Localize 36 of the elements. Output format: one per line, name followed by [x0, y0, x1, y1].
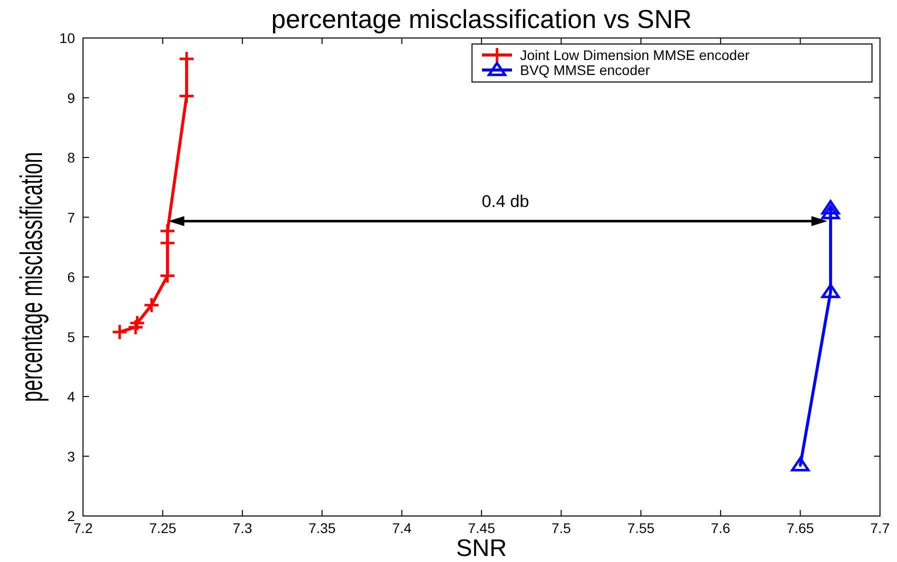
annotation: 0.4 db — [482, 192, 530, 212]
legend-label: BVQ MMSE encoder — [520, 62, 650, 78]
x-tick-label: 7.25 — [149, 520, 177, 536]
y-tick-label: 2 — [67, 508, 76, 524]
y-tick-label: 8 — [67, 150, 76, 166]
x-tick-label: 7.5 — [551, 520, 572, 536]
legend-label: Joint Low Dimension MMSE encoder — [520, 47, 750, 63]
x-tick-label: 7.65 — [786, 520, 814, 536]
point — [178, 50, 195, 68]
x-tick-label: 7.7 — [870, 520, 890, 536]
y-tick-label: 7 — [67, 209, 76, 226]
point — [821, 200, 840, 214]
point — [111, 324, 128, 340]
point — [791, 456, 810, 472]
x-tick-label: 7.6 — [710, 520, 731, 536]
x-tick-label: 7.35 — [308, 520, 336, 536]
y-tick-label: 4 — [67, 388, 76, 404]
y-tick-label: 9 — [67, 90, 76, 106]
point — [178, 88, 195, 104]
y-tick-label: 5 — [67, 328, 76, 345]
point — [821, 204, 840, 220]
y-tick-label: 3 — [67, 448, 76, 464]
y-tick-label: 10 — [59, 30, 76, 46]
point — [143, 296, 160, 314]
x-axis-title: SNR — [456, 535, 507, 562]
x-tick-label: 7.3 — [232, 520, 252, 536]
y-tick-label: 6 — [67, 269, 76, 285]
x-tick-label: 7.4 — [392, 520, 412, 536]
chart-title: percentage misclassification vs SNR — [271, 4, 692, 34]
x-tick-label: 7.2 — [73, 520, 93, 536]
point — [821, 284, 840, 298]
point — [127, 318, 144, 336]
point — [128, 314, 146, 332]
y-axis-title: percentage misclassification — [13, 152, 50, 402]
x-tick-label: 7.55 — [627, 520, 655, 536]
x-tick-label: 7.45 — [468, 520, 496, 536]
